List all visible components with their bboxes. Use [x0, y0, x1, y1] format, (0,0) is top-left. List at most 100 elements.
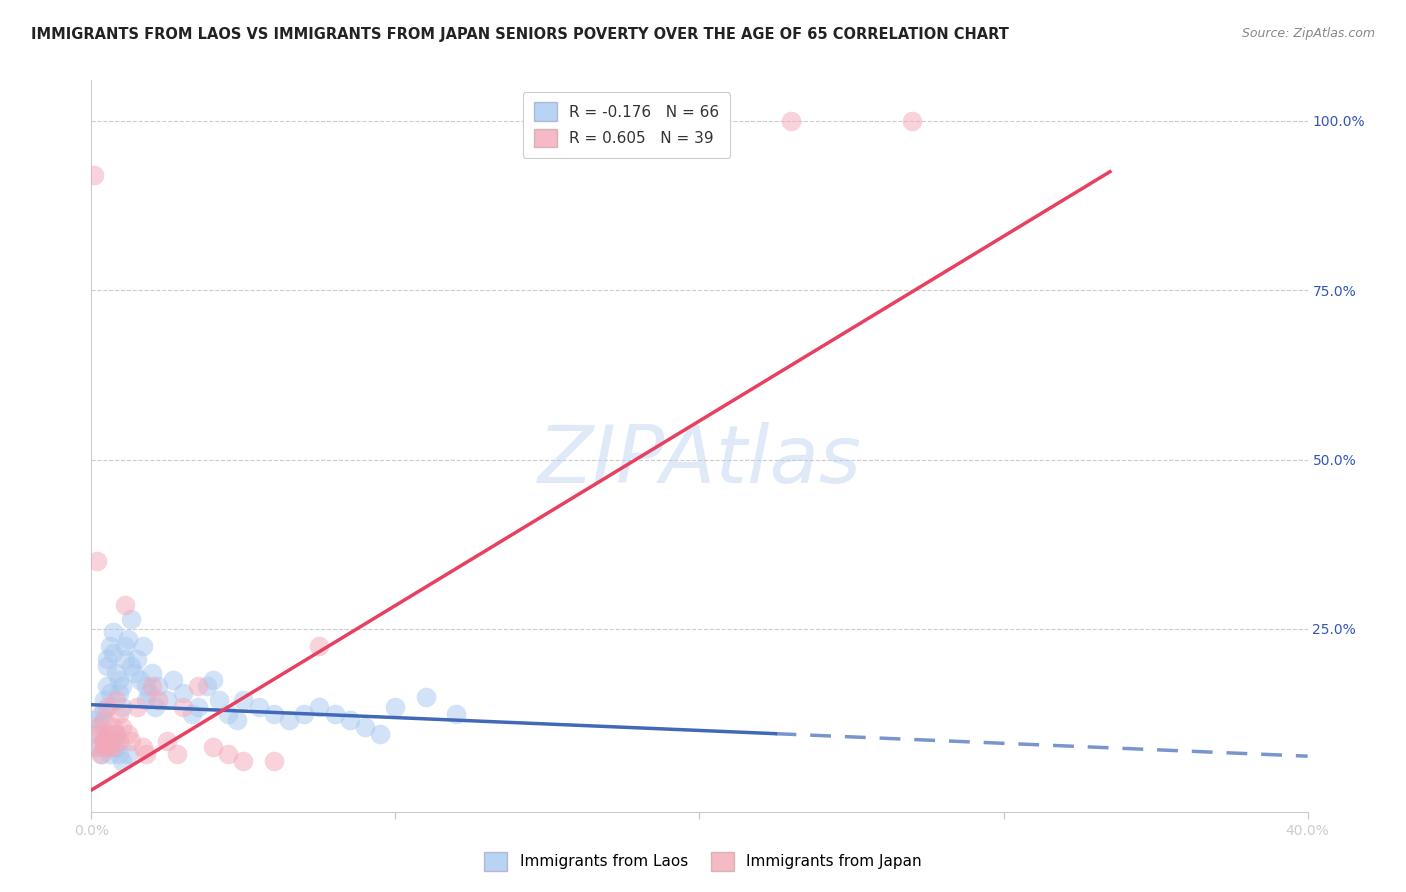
- Point: [232, 754, 254, 768]
- Point: [96, 699, 118, 714]
- Point: [323, 706, 346, 721]
- Point: [93, 693, 115, 707]
- Point: [96, 680, 118, 694]
- Point: [232, 693, 254, 707]
- Point: [122, 665, 145, 680]
- Point: [107, 747, 129, 761]
- Point: [111, 699, 134, 714]
- Point: [117, 747, 139, 761]
- Point: [89, 747, 111, 761]
- Point: [98, 747, 121, 761]
- Point: [83, 714, 105, 728]
- Point: [93, 740, 115, 755]
- Point: [138, 686, 160, 700]
- Point: [86, 720, 108, 734]
- Point: [96, 727, 118, 741]
- Point: [172, 699, 194, 714]
- Point: [101, 720, 124, 734]
- Point: [93, 714, 115, 728]
- Point: [172, 686, 194, 700]
- Point: [104, 740, 127, 755]
- Point: [96, 740, 118, 755]
- Point: [98, 733, 121, 747]
- Point: [202, 740, 225, 755]
- Point: [156, 733, 179, 747]
- Point: [89, 716, 111, 731]
- Legend: Immigrants from Laos, Immigrants from Japan: Immigrants from Laos, Immigrants from Ja…: [475, 843, 931, 880]
- Point: [98, 686, 121, 700]
- Point: [384, 699, 406, 714]
- Point: [83, 740, 105, 755]
- Point: [114, 652, 136, 666]
- Point: [125, 652, 148, 666]
- Point: [308, 639, 330, 653]
- Point: [278, 714, 301, 728]
- Point: [187, 680, 209, 694]
- Point: [93, 733, 115, 747]
- Point: [226, 714, 249, 728]
- Point: [120, 733, 142, 747]
- Point: [111, 720, 134, 734]
- Point: [114, 598, 136, 612]
- Point: [86, 740, 108, 755]
- Point: [96, 652, 118, 666]
- Point: [217, 706, 239, 721]
- Point: [156, 693, 179, 707]
- Point: [308, 699, 330, 714]
- Point: [141, 665, 163, 680]
- Point: [101, 646, 124, 660]
- Text: Source: ZipAtlas.com: Source: ZipAtlas.com: [1241, 27, 1375, 40]
- Text: ZIPAtlas: ZIPAtlas: [537, 422, 862, 500]
- Point: [415, 690, 437, 704]
- Point: [135, 680, 157, 694]
- Point: [132, 740, 155, 755]
- Point: [217, 747, 239, 761]
- Point: [111, 680, 134, 694]
- Point: [101, 625, 124, 640]
- Text: IMMIGRANTS FROM LAOS VS IMMIGRANTS FROM JAPAN SENIORS POVERTY OVER THE AGE OF 65: IMMIGRANTS FROM LAOS VS IMMIGRANTS FROM …: [31, 27, 1010, 42]
- Point: [89, 727, 111, 741]
- Point: [86, 554, 108, 568]
- Point: [104, 727, 127, 741]
- Point: [104, 665, 127, 680]
- Point: [101, 740, 124, 755]
- Point: [101, 733, 124, 747]
- Point: [114, 639, 136, 653]
- Point: [117, 632, 139, 646]
- Point: [901, 114, 924, 128]
- Point: [162, 673, 184, 687]
- Point: [263, 706, 285, 721]
- Point: [444, 706, 467, 721]
- Point: [107, 706, 129, 721]
- Point: [339, 714, 361, 728]
- Point: [86, 727, 108, 741]
- Point: [354, 720, 377, 734]
- Point: [120, 659, 142, 673]
- Point: [143, 699, 166, 714]
- Point: [187, 699, 209, 714]
- Point: [247, 699, 270, 714]
- Point: [111, 754, 134, 768]
- Legend: R = -0.176   N = 66, R = 0.605   N = 39: R = -0.176 N = 66, R = 0.605 N = 39: [523, 92, 730, 158]
- Point: [93, 703, 115, 717]
- Point: [141, 680, 163, 694]
- Point: [148, 680, 170, 694]
- Point: [263, 754, 285, 768]
- Point: [117, 727, 139, 741]
- Point: [180, 706, 202, 721]
- Point: [129, 673, 152, 687]
- Point: [107, 673, 129, 687]
- Point: [107, 686, 129, 700]
- Point: [98, 639, 121, 653]
- Point: [104, 727, 127, 741]
- Point: [132, 639, 155, 653]
- Point: [83, 168, 105, 182]
- Point: [292, 706, 315, 721]
- Point: [89, 706, 111, 721]
- Point: [104, 693, 127, 707]
- Point: [120, 612, 142, 626]
- Point: [96, 659, 118, 673]
- Point: [135, 747, 157, 761]
- Point: [166, 747, 188, 761]
- Point: [368, 727, 391, 741]
